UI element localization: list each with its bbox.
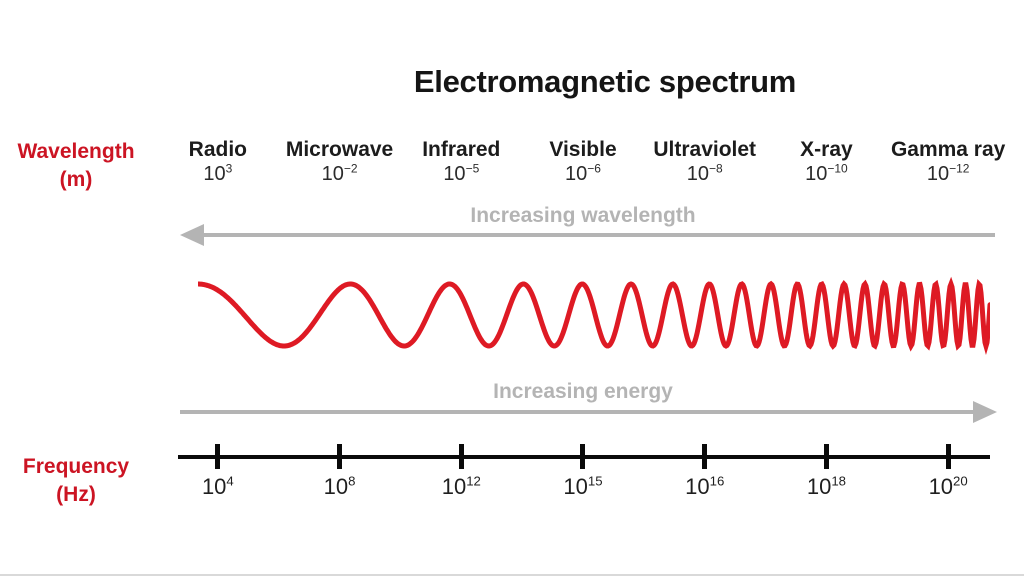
power-exponent: 3 <box>225 161 233 176</box>
power-base: 10 <box>201 474 227 499</box>
frequency-axis-ticks <box>157 444 1009 469</box>
tick-mark <box>580 444 586 469</box>
power-base: 10 <box>685 474 710 499</box>
power-base: 10 <box>443 163 466 185</box>
power-exponent: 12 <box>466 473 481 489</box>
increasing-energy-arrow <box>180 410 975 414</box>
tick-cell <box>157 444 279 469</box>
tick-cell <box>766 444 888 469</box>
band-ultraviolet: Ultraviolet 10−8 <box>644 138 766 186</box>
tick-cell <box>279 444 401 469</box>
arrow-left-icon <box>180 224 204 246</box>
tick-cell <box>887 444 1009 469</box>
band-wavelength-value: 10−6 <box>522 161 644 186</box>
tick-mark <box>215 444 221 469</box>
power-base: 10 <box>926 163 950 185</box>
tick-mark <box>945 444 951 469</box>
band-name: Microwave <box>285 138 394 161</box>
power-base: 10 <box>806 474 832 499</box>
page-bottom-border <box>0 574 1024 576</box>
power-base: 10 <box>441 474 467 499</box>
tick-label: 1015 <box>522 474 644 500</box>
spectrum-band-row: Radio 103 Microwave 10−2 Infrared 10−5 V… <box>157 138 1009 186</box>
frequency-axis-label: Frequency (Hz) <box>2 453 150 509</box>
band-radio: Radio 103 <box>157 138 279 186</box>
power-base: 10 <box>563 474 588 499</box>
band-wavelength-value: 10−5 <box>400 161 522 186</box>
tick-cell <box>522 444 644 469</box>
band-microwave: Microwave 10−2 <box>279 138 401 186</box>
power-base: 10 <box>203 163 226 185</box>
band-name: Gamma ray <box>890 138 1006 161</box>
tick-label: 1018 <box>766 474 888 500</box>
tick-mark <box>458 444 464 469</box>
power-base: 10 <box>321 163 344 185</box>
increasing-wavelength-arrow <box>202 233 995 237</box>
band-wavelength-value: 10−8 <box>644 161 766 186</box>
band-wavelength-value: 10−12 <box>887 161 1009 186</box>
frequency-axis-labels: 104 108 1012 1015 1016 1018 1020 <box>157 474 1009 500</box>
page-title: Electromagnetic spectrum <box>413 64 797 99</box>
tick-label: 104 <box>157 474 279 500</box>
band-infrared: Infrared 10−5 <box>400 138 522 186</box>
power-exponent: −8 <box>708 161 723 176</box>
wavelength-axis-label-line1: Wavelength <box>17 140 135 163</box>
band-name: Radio <box>188 138 248 161</box>
band-name: Visible <box>549 138 617 161</box>
band-wavelength-value: 10−2 <box>279 161 401 186</box>
tick-label: 1012 <box>400 474 522 500</box>
power-base: 10 <box>805 163 828 185</box>
tick-cell <box>644 444 766 469</box>
frequency-axis-label-line2: (Hz) <box>56 483 96 506</box>
increasing-wavelength-label: Increasing wavelength <box>470 204 696 227</box>
power-exponent: −12 <box>949 161 970 176</box>
band-xray: X-ray 10−10 <box>766 138 888 186</box>
wavelength-axis-label-line2: (m) <box>59 168 93 191</box>
band-visible: Visible 10−6 <box>522 138 644 186</box>
power-base: 10 <box>323 474 349 499</box>
band-name: X-ray <box>800 138 853 161</box>
band-wavelength-value: 103 <box>157 161 279 186</box>
power-exponent: −5 <box>465 161 480 176</box>
power-base: 10 <box>686 163 709 185</box>
power-exponent: 18 <box>831 473 846 489</box>
tick-mark <box>702 444 708 469</box>
power-base: 10 <box>928 474 954 499</box>
band-name: Ultraviolet <box>653 138 757 161</box>
tick-label: 1016 <box>644 474 766 500</box>
power-base: 10 <box>565 163 588 185</box>
power-exponent: 15 <box>587 473 603 489</box>
power-exponent: −2 <box>343 161 358 176</box>
tick-mark <box>823 444 829 469</box>
power-exponent: 16 <box>709 473 725 489</box>
power-exponent: 20 <box>953 473 968 489</box>
tick-label: 1020 <box>887 474 1009 500</box>
band-gammaray: Gamma ray 10−12 <box>887 138 1009 186</box>
power-exponent: −10 <box>827 161 848 176</box>
arrow-right-icon <box>973 401 997 423</box>
wavelength-axis-label: Wavelength (m) <box>2 138 150 194</box>
band-wavelength-value: 10−10 <box>766 161 888 186</box>
increasing-energy-label: Increasing energy <box>493 380 673 403</box>
tick-mark <box>337 444 343 469</box>
power-exponent: −6 <box>587 161 601 176</box>
tick-label: 108 <box>279 474 401 500</box>
chirp-wave <box>198 276 990 355</box>
power-exponent: 4 <box>226 473 234 489</box>
tick-cell <box>400 444 522 469</box>
frequency-axis-label-line1: Frequency <box>22 455 130 478</box>
chirp-wave-path <box>198 276 990 355</box>
power-exponent: 8 <box>348 473 356 489</box>
band-name: Infrared <box>422 138 501 161</box>
